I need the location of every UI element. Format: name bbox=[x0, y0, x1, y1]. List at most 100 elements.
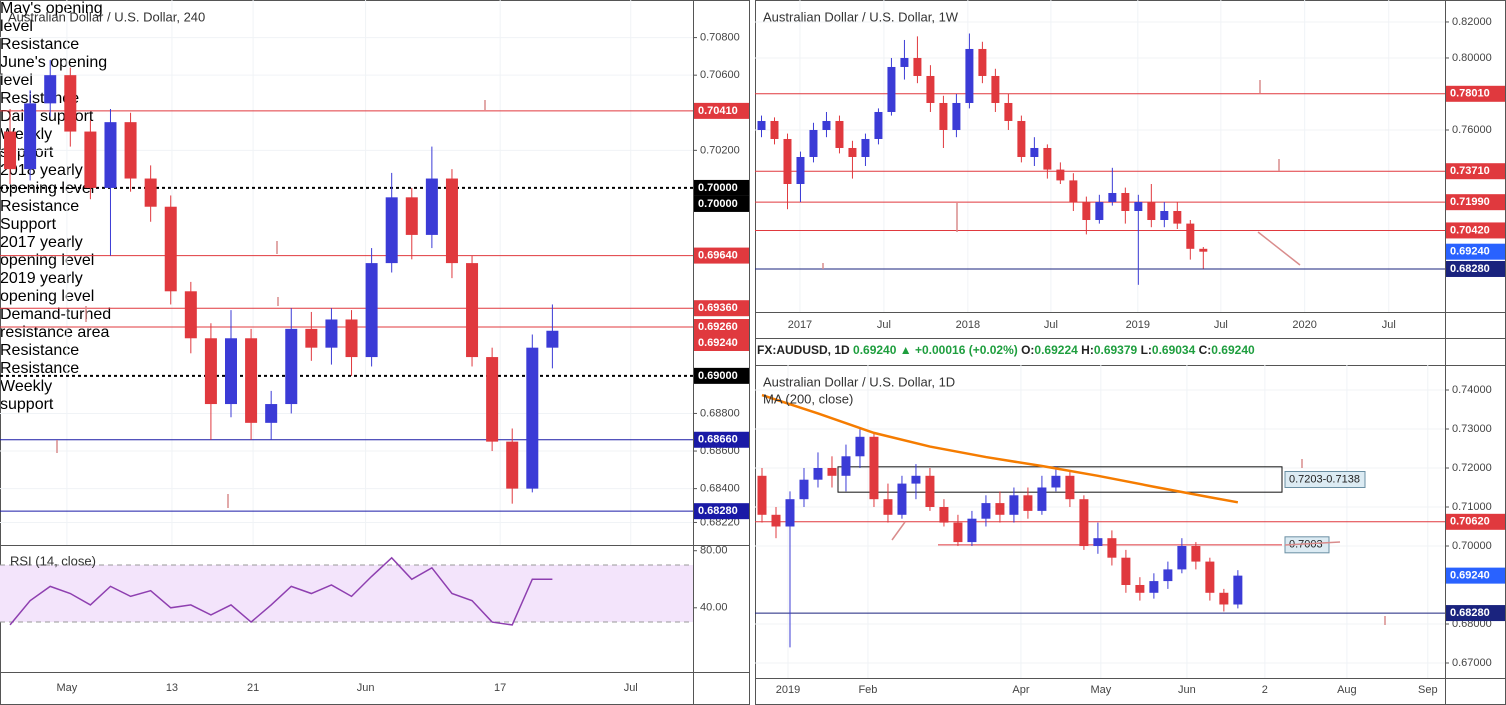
price-label-box bbox=[1446, 513, 1505, 530]
candle-body bbox=[104, 122, 117, 188]
candle-body bbox=[526, 347, 539, 489]
callout-pointer bbox=[1257, 231, 1301, 266]
candle-body bbox=[365, 263, 378, 358]
candle-body bbox=[1205, 561, 1215, 593]
y-tick-label: 0.68400 bbox=[700, 483, 740, 495]
candle-body bbox=[869, 436, 879, 500]
candle-body bbox=[285, 328, 298, 405]
candle-body bbox=[486, 357, 499, 442]
candle-body bbox=[809, 129, 818, 157]
price-label: 0.69360 bbox=[698, 302, 738, 314]
candle-body bbox=[1004, 102, 1013, 121]
candle-body bbox=[506, 441, 519, 489]
price-label: 0.69240 bbox=[1450, 246, 1490, 258]
price-label-box bbox=[1446, 605, 1505, 622]
chart-title: RSI (14, close) bbox=[10, 553, 96, 568]
x-tick-label: 21 bbox=[247, 682, 259, 694]
candle-body bbox=[939, 102, 948, 130]
callout: June's opening level bbox=[0, 54, 108, 89]
candle-body bbox=[1147, 201, 1156, 221]
up-arrow: ▲ bbox=[899, 343, 912, 357]
callout: Weekly support bbox=[0, 378, 54, 413]
price-label-box bbox=[694, 247, 749, 264]
ohlc-value: 0.69379 bbox=[1093, 343, 1138, 357]
candle-body bbox=[1093, 538, 1103, 546]
candle-body bbox=[1186, 223, 1195, 249]
candle-body bbox=[926, 75, 935, 103]
callout: May's opening level bbox=[0, 0, 103, 35]
candle-body bbox=[84, 131, 97, 188]
x-tick-label: May bbox=[1090, 684, 1111, 696]
x-tick-label: 17 bbox=[494, 682, 506, 694]
candle-body bbox=[841, 456, 851, 476]
candle-body bbox=[967, 518, 977, 543]
ohlc-label: L: bbox=[1140, 343, 1152, 357]
candle-body bbox=[887, 66, 896, 112]
callout: Resistance bbox=[0, 36, 80, 53]
x-tick-label: Jun bbox=[357, 682, 375, 694]
candle-body bbox=[164, 206, 177, 292]
candle-body bbox=[1017, 120, 1026, 157]
callout: Resistance bbox=[0, 360, 80, 377]
last-price: 0.69240 bbox=[853, 343, 897, 357]
callout: 2019 yearly opening level bbox=[0, 270, 95, 305]
candle-body bbox=[64, 75, 77, 132]
candle-body bbox=[1037, 487, 1047, 511]
candle-body bbox=[184, 291, 197, 339]
candle-body bbox=[1177, 545, 1187, 570]
price-label: 0.68280 bbox=[1450, 607, 1490, 619]
price-label-box bbox=[694, 367, 749, 384]
chart-title: Australian Dollar / U.S. Dollar, 1D bbox=[763, 374, 955, 389]
x-tick-label: 2017 bbox=[788, 319, 812, 331]
candle-body bbox=[813, 467, 823, 480]
candle-body bbox=[425, 178, 438, 235]
candle-body bbox=[1009, 495, 1019, 515]
price-change: +0.00016 (+0.02%) bbox=[914, 343, 1018, 357]
zone-label-box bbox=[1284, 470, 1366, 488]
price-label-box bbox=[694, 503, 749, 520]
price-label-box bbox=[694, 300, 749, 317]
y-tick-label: 0.68800 bbox=[700, 407, 740, 419]
candle-body bbox=[897, 483, 907, 515]
candle-body bbox=[939, 506, 949, 523]
candle-body bbox=[1079, 499, 1089, 546]
price-label-box bbox=[694, 335, 749, 351]
price-label-box bbox=[1446, 260, 1505, 277]
callout-pointer bbox=[891, 521, 906, 541]
candle-body bbox=[1051, 475, 1061, 488]
candle-body bbox=[1056, 169, 1065, 181]
candle-body bbox=[757, 475, 767, 515]
x-tick-label: 2018 bbox=[956, 319, 980, 331]
price-label-box bbox=[1446, 222, 1505, 239]
candle-body bbox=[783, 138, 792, 184]
candle-body bbox=[965, 48, 974, 103]
candle-body bbox=[1023, 495, 1033, 511]
price-label: 0.69240 bbox=[698, 337, 738, 349]
price-label-box bbox=[1446, 567, 1505, 584]
x-tick-label: Jul bbox=[877, 319, 891, 331]
candle-body bbox=[1135, 584, 1145, 593]
y-tick-label: 0.72000 bbox=[1452, 462, 1492, 474]
x-tick-label: May bbox=[56, 682, 77, 694]
x-tick-label: 2019 bbox=[776, 684, 800, 696]
candle-body bbox=[925, 475, 935, 507]
y-tick-label: 0.71000 bbox=[1452, 501, 1492, 513]
price-label: 0.70000 bbox=[698, 198, 738, 210]
price-label-box bbox=[694, 431, 749, 448]
candle-body bbox=[24, 103, 37, 170]
price-label: 0.70620 bbox=[1450, 516, 1490, 528]
x-tick-label: Jul bbox=[1044, 319, 1058, 331]
y-tick-label: 0.68600 bbox=[700, 445, 740, 457]
ohlc-value: 0.69240 bbox=[1211, 343, 1255, 357]
candle-body bbox=[855, 436, 865, 457]
y-tick-label: 0.70600 bbox=[700, 69, 740, 81]
candle-body bbox=[1173, 211, 1182, 224]
symbol: FX:AUDUSD, 1D bbox=[757, 343, 850, 357]
price-label: 0.78010 bbox=[1450, 88, 1490, 100]
candle-body bbox=[913, 57, 922, 76]
candle-body bbox=[1107, 538, 1117, 558]
y-tick-label: 0.73000 bbox=[1452, 423, 1492, 435]
candle-body bbox=[44, 75, 57, 104]
callout: 2017 yearly opening level bbox=[0, 234, 95, 269]
candle-body bbox=[978, 48, 987, 76]
